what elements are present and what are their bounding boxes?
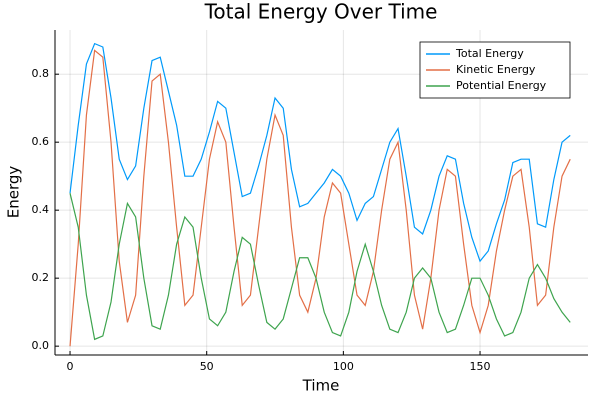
y-axis-label: Energy [5, 166, 23, 219]
x-tick-label: 50 [200, 360, 214, 373]
series-line [69, 49, 571, 347]
legend-label: Total Energy [455, 47, 524, 60]
x-axis-label: Time [302, 377, 340, 395]
x-tick-label: 150 [470, 360, 491, 373]
legend-label: Kinetic Energy [456, 63, 536, 76]
x-tick-label: 100 [333, 360, 354, 373]
y-tick-label: 0.8 [32, 67, 50, 80]
y-tick-label: 0.0 [32, 339, 50, 352]
y-tick-label: 0.2 [32, 271, 50, 284]
y-tick-label: 0.6 [32, 135, 50, 148]
y-tick-label: 0.4 [32, 203, 50, 216]
legend-label: Potential Energy [456, 79, 547, 92]
x-tick-label: 0 [67, 360, 74, 373]
series-line [69, 42, 571, 263]
legend: Total Energy Kinetic Energy Potential Ener… [419, 41, 571, 99]
series-line [69, 193, 571, 341]
chart-title: Total Energy Over Time [204, 0, 438, 24]
